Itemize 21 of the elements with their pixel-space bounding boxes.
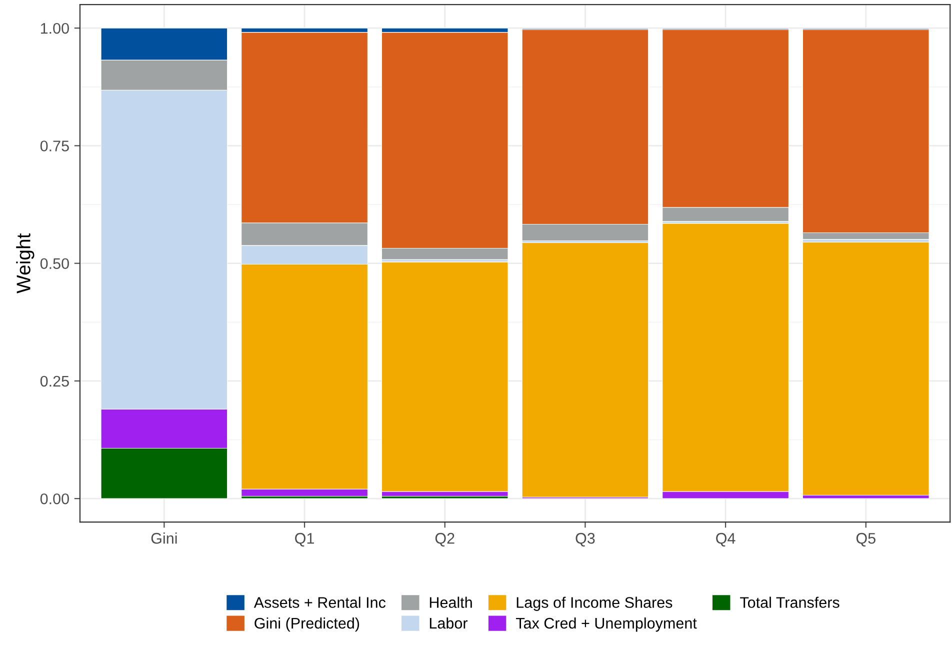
y-tick-label: 1.00 [40, 22, 69, 34]
y-tick-label: 0.75 [40, 140, 69, 152]
bar [802, 242, 930, 496]
legend-label: Total Transfers [740, 596, 840, 608]
legend-label: Labor [430, 617, 468, 629]
x-tick-label: Q1 [295, 532, 314, 546]
legend-label: Health [430, 596, 472, 608]
y-tick-label: 0.25 [40, 376, 69, 387]
y-axis-title: Weight [16, 233, 34, 294]
legend-label: Gini (Predicted) [254, 617, 360, 632]
legend-label: Tax Cred + Unemployment [516, 617, 697, 632]
legend-label: Lags of Income Shares [516, 596, 672, 611]
bar [522, 242, 649, 498]
y-tick-label: 0.00 [40, 493, 69, 504]
y-tick-label: 0.50 [40, 258, 69, 270]
x-tick-label: Q5 [856, 532, 876, 546]
x-tick-label: Gini [151, 532, 177, 544]
x-tick-label: Q3 [576, 532, 595, 546]
x-tick-label: Q4 [716, 532, 736, 546]
x-tick-label: Q2 [435, 532, 454, 546]
legend-label: Assets + Rental Inc [254, 596, 386, 608]
